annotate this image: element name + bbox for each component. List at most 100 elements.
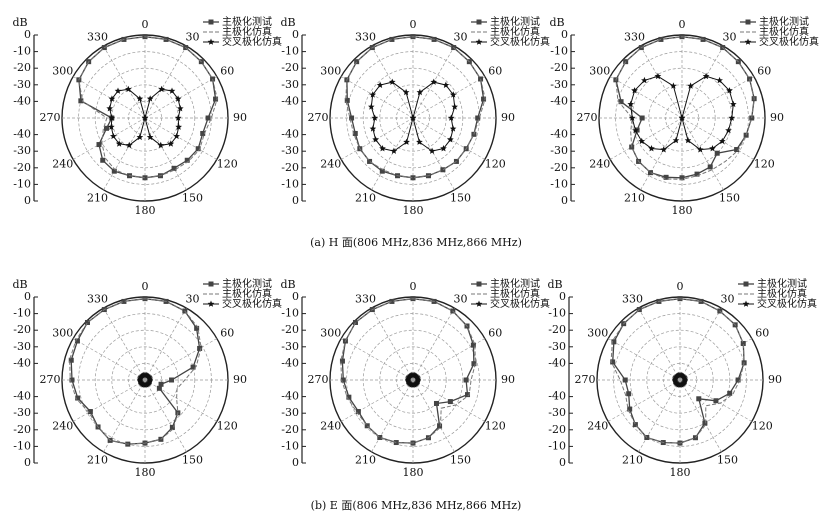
- marker: [108, 95, 116, 102]
- legend-label: 主极化测试: [222, 277, 272, 290]
- angle-label: 60: [488, 327, 502, 340]
- marker: [389, 298, 395, 304]
- marker: [449, 91, 457, 98]
- angle-label: 30: [723, 30, 737, 43]
- spoke: [103, 45, 146, 119]
- axis-tick-label: -30: [550, 78, 568, 91]
- legend-marker: [743, 281, 749, 287]
- axis-tick-label: -30: [548, 340, 566, 353]
- angle-label: 180: [403, 204, 424, 217]
- spoke: [371, 117, 414, 191]
- marker: [447, 399, 453, 405]
- angle-label: 30: [186, 30, 200, 43]
- angle-label: 300: [320, 327, 341, 340]
- angle-label: 30: [454, 30, 468, 43]
- angle-label: 180: [135, 204, 156, 217]
- marker: [104, 125, 110, 131]
- axis-label: dB: [280, 278, 295, 291]
- angle-label: 120: [754, 158, 775, 171]
- marker: [364, 423, 370, 429]
- marker: [100, 157, 106, 163]
- axis-tick-label: -40: [281, 94, 299, 107]
- marker: [430, 78, 438, 85]
- axis-tick-label: -30: [281, 406, 299, 419]
- legend-label: 主极化仿真: [490, 287, 540, 300]
- angle-label: 300: [52, 327, 73, 340]
- marker: [136, 95, 144, 102]
- marker: [349, 115, 355, 121]
- axis-tick-label: -20: [281, 423, 299, 436]
- marker: [684, 136, 692, 144]
- axis-tick-label: -20: [13, 161, 31, 174]
- legend-label: 主极化测试: [222, 15, 272, 28]
- legend-label: 交叉极化仿真: [222, 35, 282, 48]
- marker: [716, 76, 723, 84]
- marker: [481, 96, 487, 102]
- marker: [171, 165, 177, 171]
- axis-tick-label: -10: [13, 45, 31, 58]
- spoke: [681, 45, 724, 119]
- marker: [377, 435, 383, 441]
- marker: [371, 114, 379, 121]
- spoke: [371, 307, 414, 381]
- angle-label: 270: [40, 373, 61, 386]
- marker: [709, 145, 716, 152]
- spoke: [103, 117, 146, 191]
- legend-label: 主极化测试: [490, 15, 540, 28]
- angle-label: 90: [501, 111, 515, 124]
- marker: [471, 361, 477, 367]
- legend-label: 交叉极化仿真: [222, 297, 282, 310]
- axis-tick-label: -30: [13, 406, 31, 419]
- marker: [740, 340, 746, 346]
- marker: [402, 88, 410, 96]
- angle-label: 150: [450, 192, 471, 205]
- angle-label: 150: [450, 454, 471, 467]
- marker: [175, 123, 182, 130]
- axis-tick-label: -20: [281, 61, 299, 74]
- caption: (b) E 面(806 MHz,836 MHz,866 MHz): [311, 499, 522, 512]
- spoke: [638, 379, 681, 453]
- angle-label: 240: [587, 420, 608, 433]
- marker: [447, 136, 454, 143]
- marker: [449, 125, 457, 132]
- marker: [340, 377, 346, 383]
- marker: [205, 115, 211, 121]
- marker: [142, 175, 148, 181]
- marker: [696, 146, 704, 153]
- series-line: [346, 36, 485, 179]
- legend-label: 主极化仿真: [757, 287, 807, 300]
- marker: [367, 158, 373, 164]
- angle-label: 0: [410, 280, 417, 293]
- axis-tick-label: -20: [13, 61, 31, 74]
- marker: [376, 81, 384, 88]
- grid-circle: [94, 67, 196, 169]
- axis-tick-label: -40: [13, 356, 31, 369]
- marker: [369, 125, 377, 132]
- marker: [631, 87, 638, 94]
- marker: [146, 133, 154, 141]
- marker: [96, 142, 102, 148]
- axis-tick-label: -20: [13, 323, 31, 336]
- axis-tick-label: 0: [559, 290, 566, 303]
- marker: [702, 72, 710, 80]
- marker: [447, 114, 455, 121]
- spoke: [103, 379, 146, 453]
- spoke: [72, 117, 146, 160]
- marker: [610, 359, 616, 365]
- marker: [158, 85, 165, 93]
- angle-label: 210: [355, 454, 376, 467]
- grid-circle: [111, 346, 179, 414]
- marker: [707, 164, 713, 170]
- grid-circle: [362, 329, 464, 431]
- marker: [158, 381, 164, 387]
- marker: [78, 98, 84, 104]
- axis-tick-label: -30: [13, 144, 31, 157]
- angle-label: 150: [717, 454, 738, 467]
- marker: [168, 87, 176, 94]
- axis-tick-label: -20: [548, 423, 566, 436]
- marker: [372, 136, 379, 143]
- polar-chart: 0306090120150180210240270300330dB00-10-1…: [12, 277, 282, 479]
- angle-label: 330: [355, 292, 376, 305]
- series-line: [615, 36, 755, 180]
- spoke: [72, 379, 146, 422]
